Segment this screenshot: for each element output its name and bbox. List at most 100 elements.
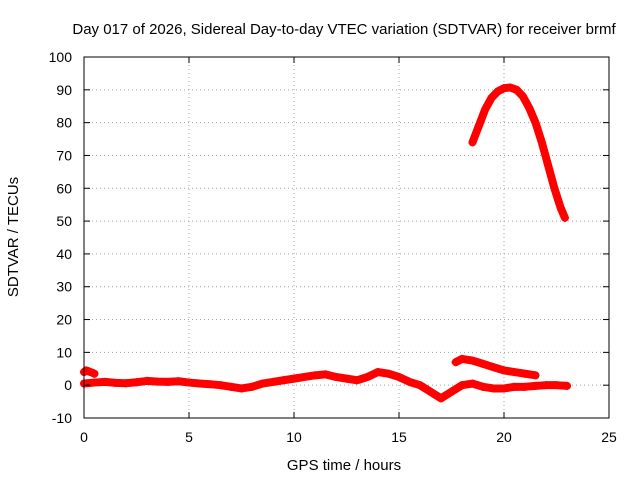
series-low-elevation-band-all-day- (80, 368, 571, 403)
x-tick-label: 20 (496, 429, 512, 445)
y-tick-label: 70 (56, 147, 72, 163)
grid-lines (84, 57, 609, 418)
data-point-marker (374, 368, 382, 377)
axis-ticks: -10 0 10 20 30 40 50 60 70 80 90 100 0 5 10 15 20 25 (49, 49, 617, 445)
data-point-marker (332, 372, 340, 381)
y-tick-label: 10 (56, 344, 72, 360)
data-point-marker (90, 378, 99, 387)
data-point-marker (560, 213, 569, 222)
data-point-marker (353, 376, 361, 385)
y-tick-label: 50 (56, 213, 72, 229)
data-point-marker (556, 203, 565, 212)
data-point-marker (489, 384, 498, 393)
data-point-marker (487, 94, 496, 103)
x-tick-label: 15 (391, 429, 407, 445)
data-point-marker (437, 394, 445, 403)
series-trace (468, 83, 569, 222)
data-point-marker (174, 377, 183, 386)
data-point-marker (195, 379, 204, 388)
data-point-marker (447, 387, 456, 396)
data-points (80, 83, 571, 403)
data-point-marker (512, 85, 521, 94)
data-point-marker (90, 369, 99, 378)
data-point-marker (311, 371, 319, 380)
data-point-marker (248, 382, 256, 391)
y-tick-label: 30 (56, 279, 72, 295)
data-point-marker (101, 377, 109, 386)
data-point-marker (227, 382, 235, 391)
x-axis-label: GPS time / hours (287, 457, 401, 474)
series-high-arc (468, 83, 569, 222)
data-point-marker (479, 359, 487, 368)
data-point-marker (489, 363, 498, 372)
data-point-marker (493, 87, 502, 96)
data-point-marker (153, 377, 162, 386)
data-point-marker (300, 372, 309, 381)
y-tick-label: 90 (56, 82, 72, 98)
data-point-marker (479, 382, 487, 391)
data-point-marker (531, 381, 540, 390)
data-point-marker (481, 105, 490, 114)
y-tick-label: 80 (56, 115, 72, 131)
data-point-marker (321, 370, 330, 379)
data-point-marker (544, 161, 553, 170)
y-tick-label: -10 (52, 410, 72, 426)
data-point-marker (531, 371, 540, 380)
data-point-marker (542, 381, 550, 390)
y-tick-label: 40 (56, 246, 72, 262)
chart-title: Day 017 of 2026, Sidereal Day-to-day VTE… (72, 21, 616, 38)
data-point-marker (279, 376, 288, 385)
y-tick-label: 100 (49, 49, 73, 65)
data-point-marker (164, 377, 172, 386)
y-tick-label: 0 (64, 377, 72, 393)
data-point-marker (521, 369, 529, 378)
y-tick-label: 20 (56, 312, 72, 328)
data-point-marker (550, 184, 559, 193)
data-point-marker (426, 387, 435, 396)
x-tick-label: 0 (80, 429, 88, 445)
y-axis-label: SDTVAR / TECUs (5, 177, 22, 297)
data-point-marker (537, 138, 546, 147)
plot-frame (83, 56, 610, 419)
data-point-marker (185, 378, 193, 387)
data-point-marker (363, 372, 372, 381)
data-point-marker (474, 121, 483, 130)
data-point-marker (468, 379, 477, 388)
data-point-marker (111, 378, 120, 387)
data-point-marker (510, 382, 519, 391)
x-tick-label: 5 (185, 429, 193, 445)
data-point-marker (290, 374, 298, 383)
data-point-marker (552, 381, 561, 390)
data-point-marker (500, 384, 508, 393)
series-mid-arc (451, 354, 540, 380)
data-point-marker (518, 92, 527, 101)
data-point-marker (531, 118, 540, 127)
data-point-marker (510, 368, 519, 377)
data-point-marker (468, 356, 477, 365)
data-point-marker (525, 103, 534, 112)
data-point-marker (237, 384, 246, 393)
data-point-marker (258, 379, 267, 388)
data-point-marker (458, 381, 466, 390)
y-tick-label: 60 (56, 180, 72, 196)
data-point-marker (458, 354, 466, 363)
x-tick-label: 10 (286, 429, 302, 445)
data-point-marker (500, 366, 508, 375)
data-point-marker (506, 83, 515, 92)
data-point-marker (342, 374, 351, 383)
data-point-marker (206, 380, 214, 389)
data-point-marker (405, 377, 414, 386)
data-point-marker (216, 381, 225, 390)
data-point-marker (451, 358, 460, 367)
x-tick-label: 25 (601, 429, 617, 445)
data-point-marker (132, 378, 141, 387)
data-point-marker (563, 381, 571, 390)
data-point-marker (384, 369, 393, 378)
data-point-marker (521, 382, 529, 391)
data-point-marker (416, 381, 424, 390)
data-point-marker (468, 138, 477, 147)
data-point-marker (269, 377, 277, 386)
data-point-marker (122, 379, 130, 388)
